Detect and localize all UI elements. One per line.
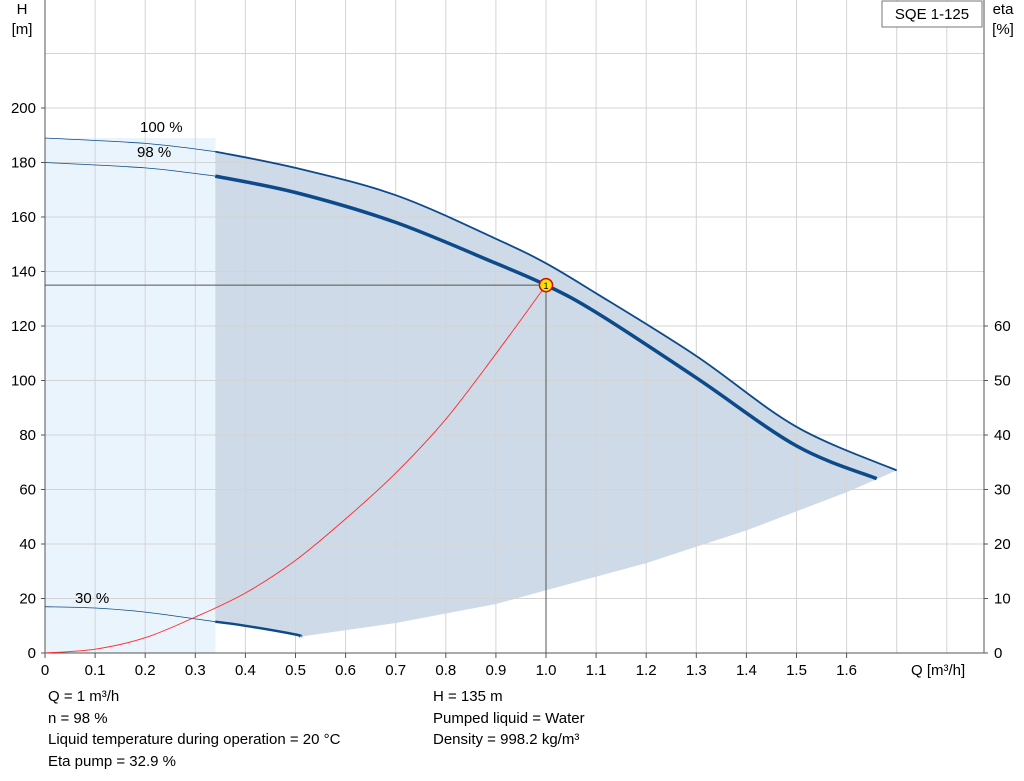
y-left-tick-label: 20 [19, 591, 36, 608]
info-head: H = 135 m [433, 688, 503, 705]
y-left-tick-label: 60 [19, 482, 36, 499]
y-left-axis-title: H [17, 1, 28, 18]
x-tick-label: 0.5 [285, 662, 306, 679]
x-tick-label: 1.2 [636, 662, 657, 679]
x-tick-label: 0.3 [185, 662, 206, 679]
light-shaded-region [45, 137, 216, 654]
y-right-tick-label: 50 [994, 373, 1011, 390]
x-tick-label: 1.6 [836, 662, 857, 679]
duty-point-marker [538, 277, 554, 293]
curve-98-extension [44, 162, 216, 177]
curve-30-extension [44, 606, 216, 623]
y-left-tick-label: 80 [19, 427, 36, 444]
y-right-tick-label: 10 [994, 591, 1011, 608]
model-label-box [881, 0, 983, 28]
x-tick-label: 0.2 [135, 662, 156, 679]
y-left-tick-label: 140 [11, 264, 36, 281]
x-tick-label: 0.7 [385, 662, 406, 679]
model-label: SQE 1-125 [895, 6, 969, 23]
y-left-tick-label: 0 [28, 645, 36, 662]
duty-point-label: 1 [543, 281, 548, 291]
x-tick-label: 0.4 [235, 662, 256, 679]
info-liquid-temperature: Liquid temperature during operation = 20… [48, 731, 341, 748]
info-flow: Q = 1 m³/h [48, 688, 120, 705]
x-tick-label: 1.1 [586, 662, 607, 679]
curve-label-30: 30 % [75, 590, 109, 607]
y-right-tick-label: 30 [994, 482, 1011, 499]
x-axis-title: Q [m³/h] [911, 662, 965, 679]
operating-range-region [215, 151, 897, 637]
y-right-axis-unit: [%] [992, 21, 1014, 38]
x-tick-label: 0.6 [335, 662, 356, 679]
x-tick-label: 0.9 [485, 662, 506, 679]
y-left-tick-label: 160 [11, 209, 36, 226]
x-tick-label: 0.8 [435, 662, 456, 679]
info-left: Q = 1 m³/h n = 98 % Liquid temperature d… [48, 686, 340, 772]
curve-100-extension [44, 137, 216, 152]
pump-curve-chart: 1 0 0.1 0.2 0.3 0.4 0.5 0.6 0.7 0.8 0.9 1.0 1.1 1.2 1… [11, 0, 1015, 679]
y-left-tick-label: 200 [11, 100, 36, 117]
y-right-tick-label: 40 [994, 427, 1011, 444]
y-left-tick-label: 100 [11, 373, 36, 390]
y-right-tick-label: 20 [994, 536, 1011, 553]
info-density: Density = 998.2 kg/m³ [433, 731, 580, 748]
y-left-tick-label: 180 [11, 155, 36, 172]
info-pumped-liquid: Pumped liquid = Water [433, 709, 585, 727]
y-right-tick-label: 60 [994, 318, 1011, 335]
eta-curve [44, 284, 547, 654]
curve-100-percent [215, 150, 898, 472]
x-tick-label: 0.1 [85, 662, 106, 679]
y-left-tick-label: 40 [19, 536, 36, 553]
x-tick-label: 1.3 [686, 662, 707, 679]
x-tick-label: 1.0 [536, 662, 557, 679]
x-tick-label: 1.5 [786, 662, 807, 679]
info-right: H = 135 m Pumped liquid = Water Density … [433, 686, 585, 751]
y-left-axis-unit: [m] [12, 21, 33, 38]
y-left-tick-label: 120 [11, 318, 36, 335]
info-speed: n = 98 % [48, 709, 108, 727]
x-tick-label: 1.4 [736, 662, 757, 679]
curve-label-98: 98 % [137, 144, 171, 161]
info-eta-pump: Eta pump = 32.9 % [48, 752, 176, 770]
x-tick-label: 0 [41, 662, 49, 679]
y-right-tick-label: 0 [994, 645, 1002, 662]
y-right-axis-title: eta [993, 1, 1015, 18]
curve-label-100: 100 % [140, 119, 183, 136]
